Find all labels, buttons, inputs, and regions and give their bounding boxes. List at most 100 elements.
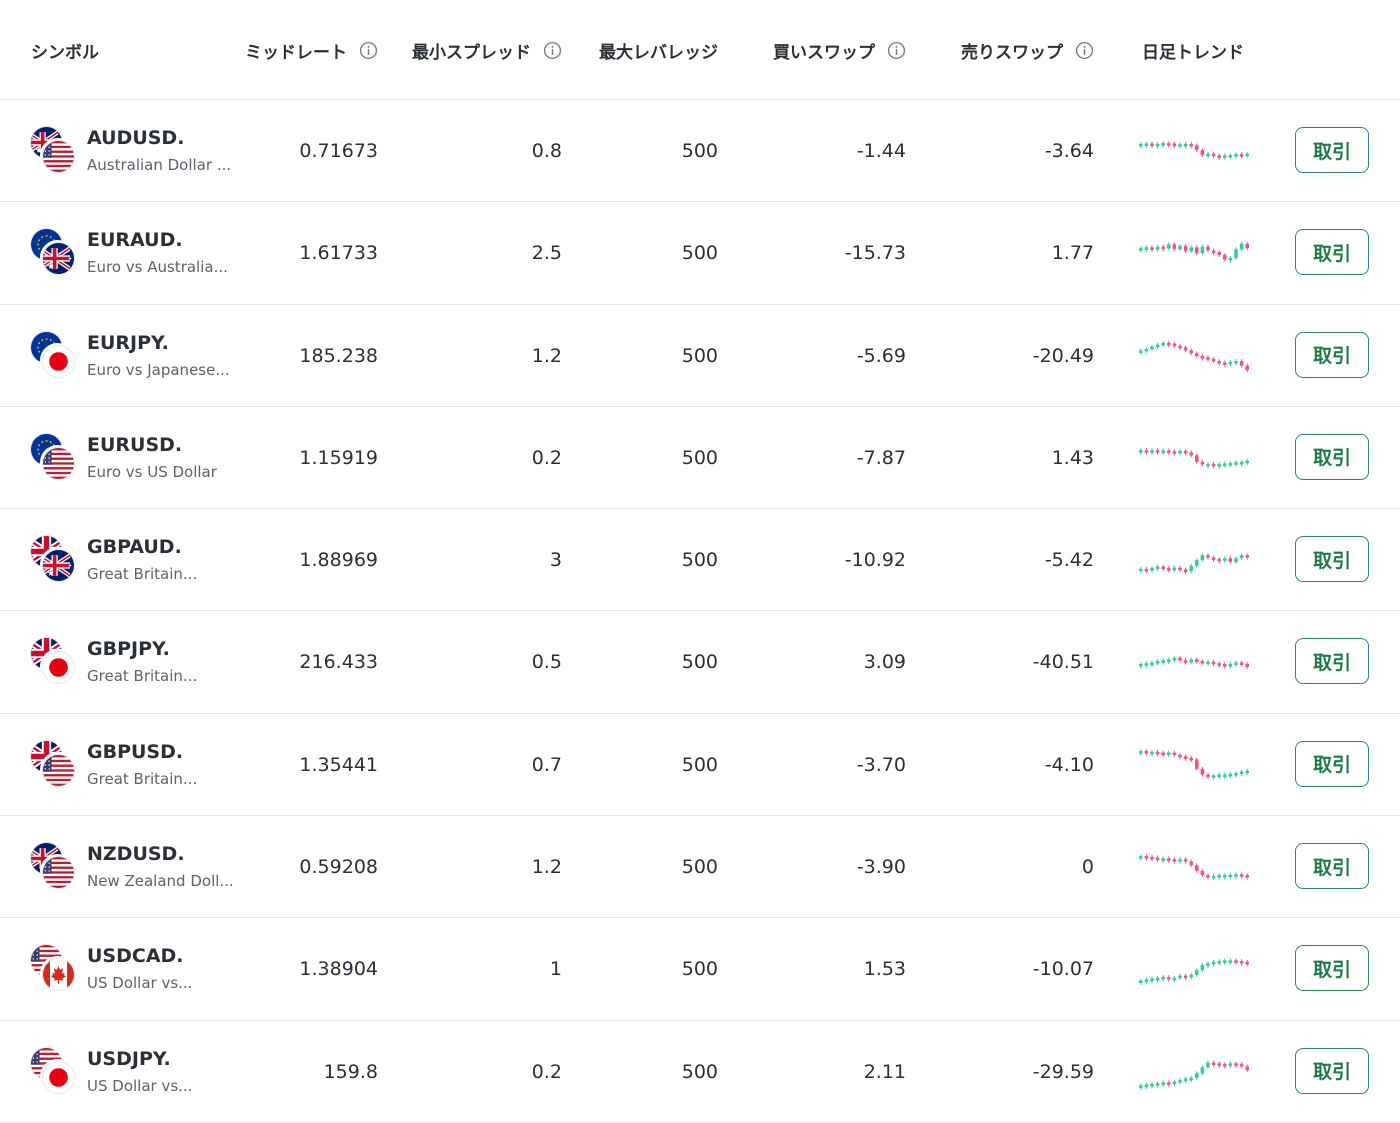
trend-candle <box>1239 961 1244 964</box>
trade-button[interactable]: 取引 <box>1295 229 1369 276</box>
sell-swap-value: -5.42 <box>1044 549 1094 572</box>
mid-rate-value: 0.59208 <box>299 856 378 879</box>
sell-swap-value: -3.64 <box>1044 140 1094 162</box>
symbol-name[interactable]: USDJPY. <box>87 1047 171 1070</box>
trend-candle <box>1161 566 1165 570</box>
trend-candle <box>1228 154 1233 158</box>
table-row[interactable]: NZDUSD. New Zealand Doll... 0.59208 1.2 500 -… <box>0 816 1400 919</box>
trend-candle <box>1223 155 1227 158</box>
info-circle-icon[interactable] <box>887 41 906 60</box>
us-flag-icon <box>42 446 75 480</box>
sell-swap-value: 1.77 <box>1051 242 1094 265</box>
trade-button[interactable]: 取引 <box>1295 945 1369 992</box>
trend-candle <box>1228 361 1233 364</box>
trend-candle <box>1139 980 1143 984</box>
mid-rate-value: 0.71673 <box>299 140 378 162</box>
trend-candle <box>1161 1082 1165 1085</box>
table-row[interactable]: USDCAD. US Dollar vs... 1.38904 1 500 1.53 -10… <box>0 918 1400 1021</box>
symbol-name[interactable]: GBPUSD. <box>87 740 184 763</box>
trend-candle <box>1167 450 1171 453</box>
trend-candle <box>1234 772 1238 776</box>
trend-candle <box>1195 659 1199 663</box>
max-leverage-value: 500 <box>681 549 718 572</box>
symbol-name[interactable]: EURUSD. <box>87 433 183 456</box>
symbol-description: Australian Dollar ... <box>87 156 232 174</box>
symbol-name[interactable]: NZDUSD. <box>87 843 185 866</box>
trade-button[interactable]: 取引 <box>1295 536 1369 583</box>
info-circle-icon[interactable] <box>359 41 378 60</box>
trend-candle <box>1144 450 1149 453</box>
trend-candle <box>1178 144 1182 147</box>
trend-candle <box>1200 870 1205 876</box>
trend-candle <box>1178 754 1182 758</box>
trade-button[interactable]: 取引 <box>1295 843 1369 890</box>
trend-candle <box>1195 455 1199 462</box>
trend-candle <box>1195 353 1199 356</box>
mid-rate-value: 1.38904 <box>299 958 378 981</box>
symbol-name[interactable]: AUDUSD. <box>87 127 185 149</box>
buy-swap-value: -1.44 <box>856 140 906 162</box>
trend-candle <box>1178 658 1182 661</box>
symbol-name[interactable]: EURJPY. <box>87 331 169 354</box>
table-row[interactable]: EURUSD. Euro vs US Dollar 1.15919 0.2 500 -7.… <box>0 407 1400 510</box>
trade-button[interactable]: 取引 <box>1295 740 1369 787</box>
trend-candle <box>1150 346 1154 349</box>
table-row[interactable]: AUDUSD. Australian Dollar ... 0.71673 0.8 50… <box>0 100 1400 203</box>
symbol-name[interactable]: GBPAUD. <box>87 536 182 559</box>
table-row[interactable]: USDJPY. US Dollar vs... 159.8 0.2 500 2.11 -29… <box>0 1021 1400 1123</box>
trend-candle <box>1245 962 1249 965</box>
trend-candle <box>1150 143 1154 146</box>
trend-candle <box>1206 463 1210 467</box>
symbol-description: US Dollar vs... <box>87 974 193 993</box>
trend-candle <box>1178 975 1182 979</box>
trade-button[interactable]: 取引 <box>1295 127 1369 173</box>
trend-candle <box>1200 461 1205 465</box>
trend-candle <box>1217 252 1221 256</box>
trend-candle <box>1150 1083 1154 1087</box>
mid-rate-value: 1.35441 <box>299 753 378 776</box>
trend-candle <box>1161 342 1165 345</box>
trade-button[interactable]: 取引 <box>1295 331 1369 378</box>
symbol-name[interactable]: EURAUD. <box>87 229 183 252</box>
trend-candle <box>1183 143 1188 147</box>
symbol-description: Great Britain... <box>87 667 198 686</box>
info-circle-icon[interactable] <box>543 41 562 60</box>
sell-swap-value: -4.10 <box>1044 753 1094 776</box>
currency-pair-flags <box>30 330 78 379</box>
trend-candle <box>1217 961 1221 964</box>
table-row[interactable]: EURJPY. Euro vs Japanese... 185.238 1.2 500 -… <box>0 305 1400 407</box>
trade-button[interactable]: 取引 <box>1295 433 1369 480</box>
daily-trend-sparkline <box>1139 958 1249 986</box>
trend-candle <box>1200 555 1205 561</box>
min-spread-value: 0.7 <box>531 753 562 776</box>
table-row[interactable]: EURAUD. Euro vs Australia... 1.61733 2.5 500… <box>0 202 1400 305</box>
trend-candle <box>1234 462 1238 465</box>
header-symbol-label: シンボル <box>31 42 99 63</box>
sell-swap-value: -20.49 <box>1032 344 1094 367</box>
trend-candle <box>1150 751 1154 755</box>
table-row[interactable]: GBPUSD. Great Britain... 1.35441 0.7 500 -3.7… <box>0 714 1400 817</box>
symbol-name[interactable]: GBPJPY. <box>87 638 170 661</box>
trend-candle <box>1189 975 1193 978</box>
buy-swap-value: -7.87 <box>856 446 906 469</box>
header-sell-swap-label: 売りスワップ <box>961 42 1063 63</box>
table-row[interactable]: GBPAUD. Great Britain... 1.88969 3 500 -10.92… <box>0 509 1400 612</box>
trend-candle <box>1195 759 1199 769</box>
sell-swap-value: 1.43 <box>1051 446 1094 469</box>
info-circle-icon[interactable] <box>1075 41 1094 60</box>
trend-candle <box>1178 859 1182 862</box>
trade-button[interactable]: 取引 <box>1295 1047 1369 1094</box>
symbol-description: Great Britain... <box>87 565 198 584</box>
trend-candle <box>1228 960 1233 964</box>
trend-candle <box>1167 1082 1171 1085</box>
table-row[interactable]: GBPJPY. Great Britain... 216.433 0.5 500 3.09… <box>0 611 1400 714</box>
trend-candle <box>1189 1077 1193 1080</box>
trend-candle <box>1189 757 1193 761</box>
trend-candle <box>1239 461 1244 465</box>
trend-candle <box>1217 774 1221 777</box>
symbol-name[interactable]: USDCAD. <box>87 945 184 968</box>
max-leverage-value: 500 <box>681 753 718 776</box>
trade-button[interactable]: 取引 <box>1295 638 1369 685</box>
trend-candle <box>1195 1072 1199 1078</box>
trend-candle <box>1144 663 1149 667</box>
